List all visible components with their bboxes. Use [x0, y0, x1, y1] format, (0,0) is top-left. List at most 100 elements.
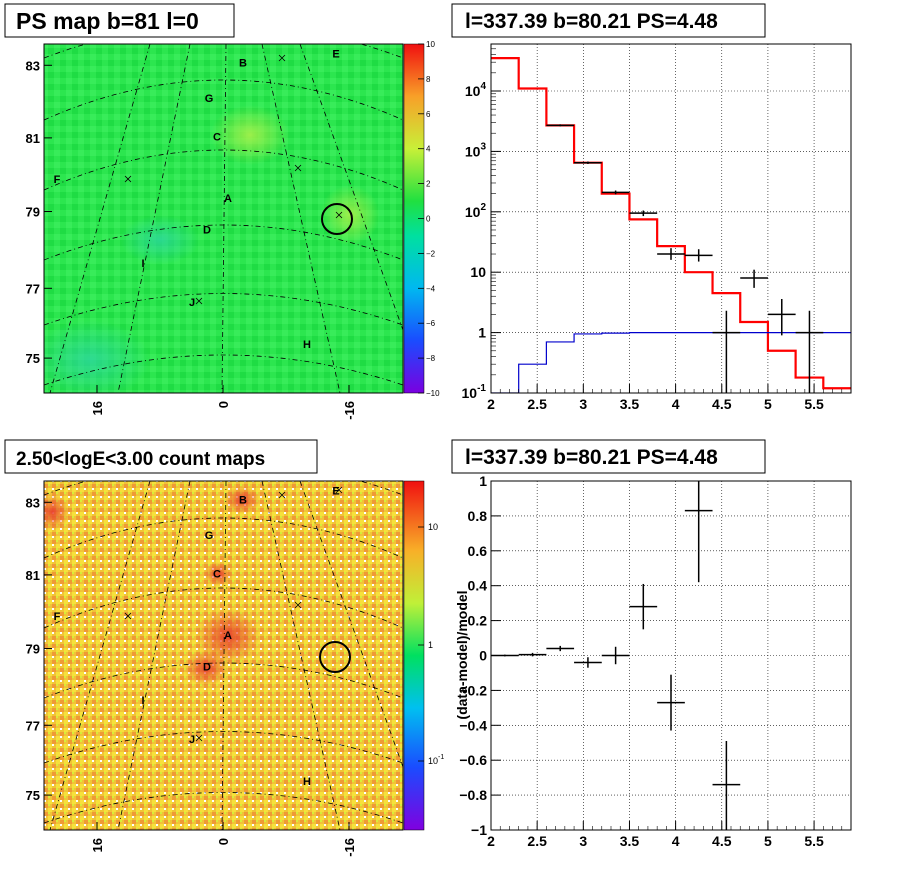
colorbar-tick-label: 4: [426, 145, 431, 154]
ytick-label: 10-1: [462, 383, 487, 401]
xtick-label: 3.5: [620, 833, 640, 849]
count-map-axes: 83 81 79 77 75 16 0 -16: [26, 495, 357, 857]
model-spectrum-line: [491, 57, 851, 390]
ps-map-axes: 83 81 79 77 75 16 0 -16: [26, 58, 357, 420]
source-label-f: F: [54, 611, 61, 623]
ps-map-title-box: PS map b=81 l=0: [4, 3, 235, 38]
spectrum-plot: [491, 57, 851, 393]
source-label-e: E: [332, 48, 339, 60]
xtick-label: 5: [764, 396, 772, 412]
residual-ylabel: (data-model)/model: [454, 590, 470, 719]
source-label-a: A: [224, 193, 232, 205]
source-label-j: J: [189, 734, 195, 746]
colorbar-tick-label: −8: [426, 354, 436, 363]
xtick-label: 2: [487, 396, 495, 412]
ytick-label: 102: [465, 202, 487, 220]
source-label-g: G: [205, 530, 214, 542]
ytick-label: 10: [470, 264, 486, 280]
ps-map-colorbar-ticks: 10 8 6 4 2 0 −2 −4 −6 −8 −10: [418, 40, 440, 398]
map-ytick-label: 75: [26, 788, 40, 803]
residual-axes: 2 2.5 3 3.5 4 4.5 5 5.5 1 0.8 0.6 0.4 0.2 0 −0.2 −0.4 −0…: [459, 473, 852, 849]
source-label-i: I: [141, 695, 144, 707]
map-ytick-label: 79: [26, 205, 40, 220]
source-label-c: C: [213, 568, 221, 580]
xtick-label: 3: [579, 833, 587, 849]
map-ytick-label: 81: [26, 131, 40, 146]
map-xtick-label: 0: [216, 401, 231, 408]
background-spectrum-line: [491, 332, 851, 393]
xtick-label: 5.5: [804, 833, 824, 849]
residual-title-box: l=337.39 b=80.21 PS=4.48: [451, 439, 766, 474]
source-label-h: H: [303, 339, 311, 351]
xtick-label: 5.5: [804, 396, 824, 412]
ps-map-title: PS map b=81 l=0: [16, 8, 199, 34]
spectrum-axes: 2 2.5 3 3.5 4 4.5 5 5.5 10-1 1 10 102 103 104: [462, 43, 852, 412]
colorbar-tick-label: −10: [426, 389, 440, 398]
xtick-label: 4: [672, 396, 680, 412]
colorbar-tick-label: −4: [426, 284, 436, 293]
ytick-label: 1: [478, 325, 486, 341]
colorbar-tick-label: 0: [426, 215, 431, 224]
map-xtick-label: -16: [342, 838, 357, 857]
xtick-label: 4.5: [712, 833, 732, 849]
count-map-source-labels: B E G C F A D I J H: [54, 485, 340, 788]
source-label-a: A: [224, 630, 232, 642]
count-map-title-box: 2.50<logE<3.00 count maps: [4, 439, 318, 474]
source-label-c: C: [213, 131, 221, 143]
map-ytick-label: 83: [26, 495, 40, 510]
source-label-b: B: [239, 494, 247, 506]
source-label-i: I: [141, 258, 144, 270]
colorbar-tick-label: 10: [426, 40, 435, 49]
spectrum-panel: 2 2.5 3 3.5 4 4.5 5 5.5 10-1 1 10 102 103 104: [462, 43, 852, 412]
count-map-colorbar: [403, 480, 425, 831]
ytick-label: 104: [465, 81, 487, 99]
residual-panel: 2 2.5 3 3.5 4 4.5 5 5.5 1 0.8 0.6 0.4 0.2 0 −0.2 −0.4 −0…: [454, 473, 852, 849]
colorbar-tick-label: 1: [428, 640, 433, 650]
source-label-j: J: [189, 297, 195, 309]
ytick-label: −0.4: [459, 717, 487, 733]
xtick-label: 3: [579, 396, 587, 412]
map-ytick-label: 75: [26, 351, 40, 366]
map-xtick-label: 16: [90, 401, 105, 415]
map-ytick-label: 77: [26, 718, 40, 733]
colorbar-tick-label: −2: [426, 249, 436, 258]
source-label-b: B: [239, 57, 247, 69]
source-label-d: D: [203, 661, 211, 673]
colorbar-tick-label: −6: [426, 319, 436, 328]
map-xtick-label: -16: [342, 401, 357, 420]
map-ytick-label: 81: [26, 568, 40, 583]
spectrum-title: l=337.39 b=80.21 PS=4.48: [465, 10, 718, 33]
spectrum-title-box: l=337.39 b=80.21 PS=4.48: [451, 3, 766, 38]
source-label-f: F: [54, 174, 61, 186]
ytick-label: −0.6: [459, 752, 487, 768]
map-ytick-label: 79: [26, 642, 40, 657]
xtick-label: 4: [672, 833, 680, 849]
ytick-label: 0.4: [468, 578, 488, 594]
ps-map-panel: 10 8 6 4 2 0 −2 −4 −6 −8 −10 B E G C F A D I J H 83 81 79 77 75…: [26, 40, 441, 420]
residual-plot: [491, 481, 741, 830]
source-label-h: H: [303, 776, 311, 788]
colorbar-tick-label: 8: [426, 75, 431, 84]
xtick-label: 2.5: [527, 396, 547, 412]
residual-title: l=337.39 b=80.21 PS=4.48: [465, 446, 718, 469]
xtick-label: 5: [764, 833, 772, 849]
count-map-image: [44, 481, 403, 830]
map-ytick-label: 77: [26, 281, 40, 296]
xtick-label: 4.5: [712, 396, 732, 412]
ytick-label: 0.2: [468, 613, 488, 629]
source-label-d: D: [203, 224, 211, 236]
count-map-title: 2.50<logE<3.00 count maps: [16, 449, 265, 470]
source-label-g: G: [205, 93, 214, 105]
xtick-label: 2: [487, 833, 495, 849]
xtick-label: 3.5: [620, 396, 640, 412]
map-xtick-label: 16: [90, 838, 105, 852]
map-xtick-label: 0: [216, 838, 231, 845]
xtick-label: 2.5: [527, 833, 547, 849]
ytick-label: 103: [465, 141, 487, 159]
map-ytick-label: 83: [26, 58, 40, 73]
ps-map-source-labels: B E G C F A D I J H: [54, 48, 340, 351]
ytick-label: 0: [479, 648, 487, 664]
ytick-label: −0.2: [459, 682, 487, 698]
